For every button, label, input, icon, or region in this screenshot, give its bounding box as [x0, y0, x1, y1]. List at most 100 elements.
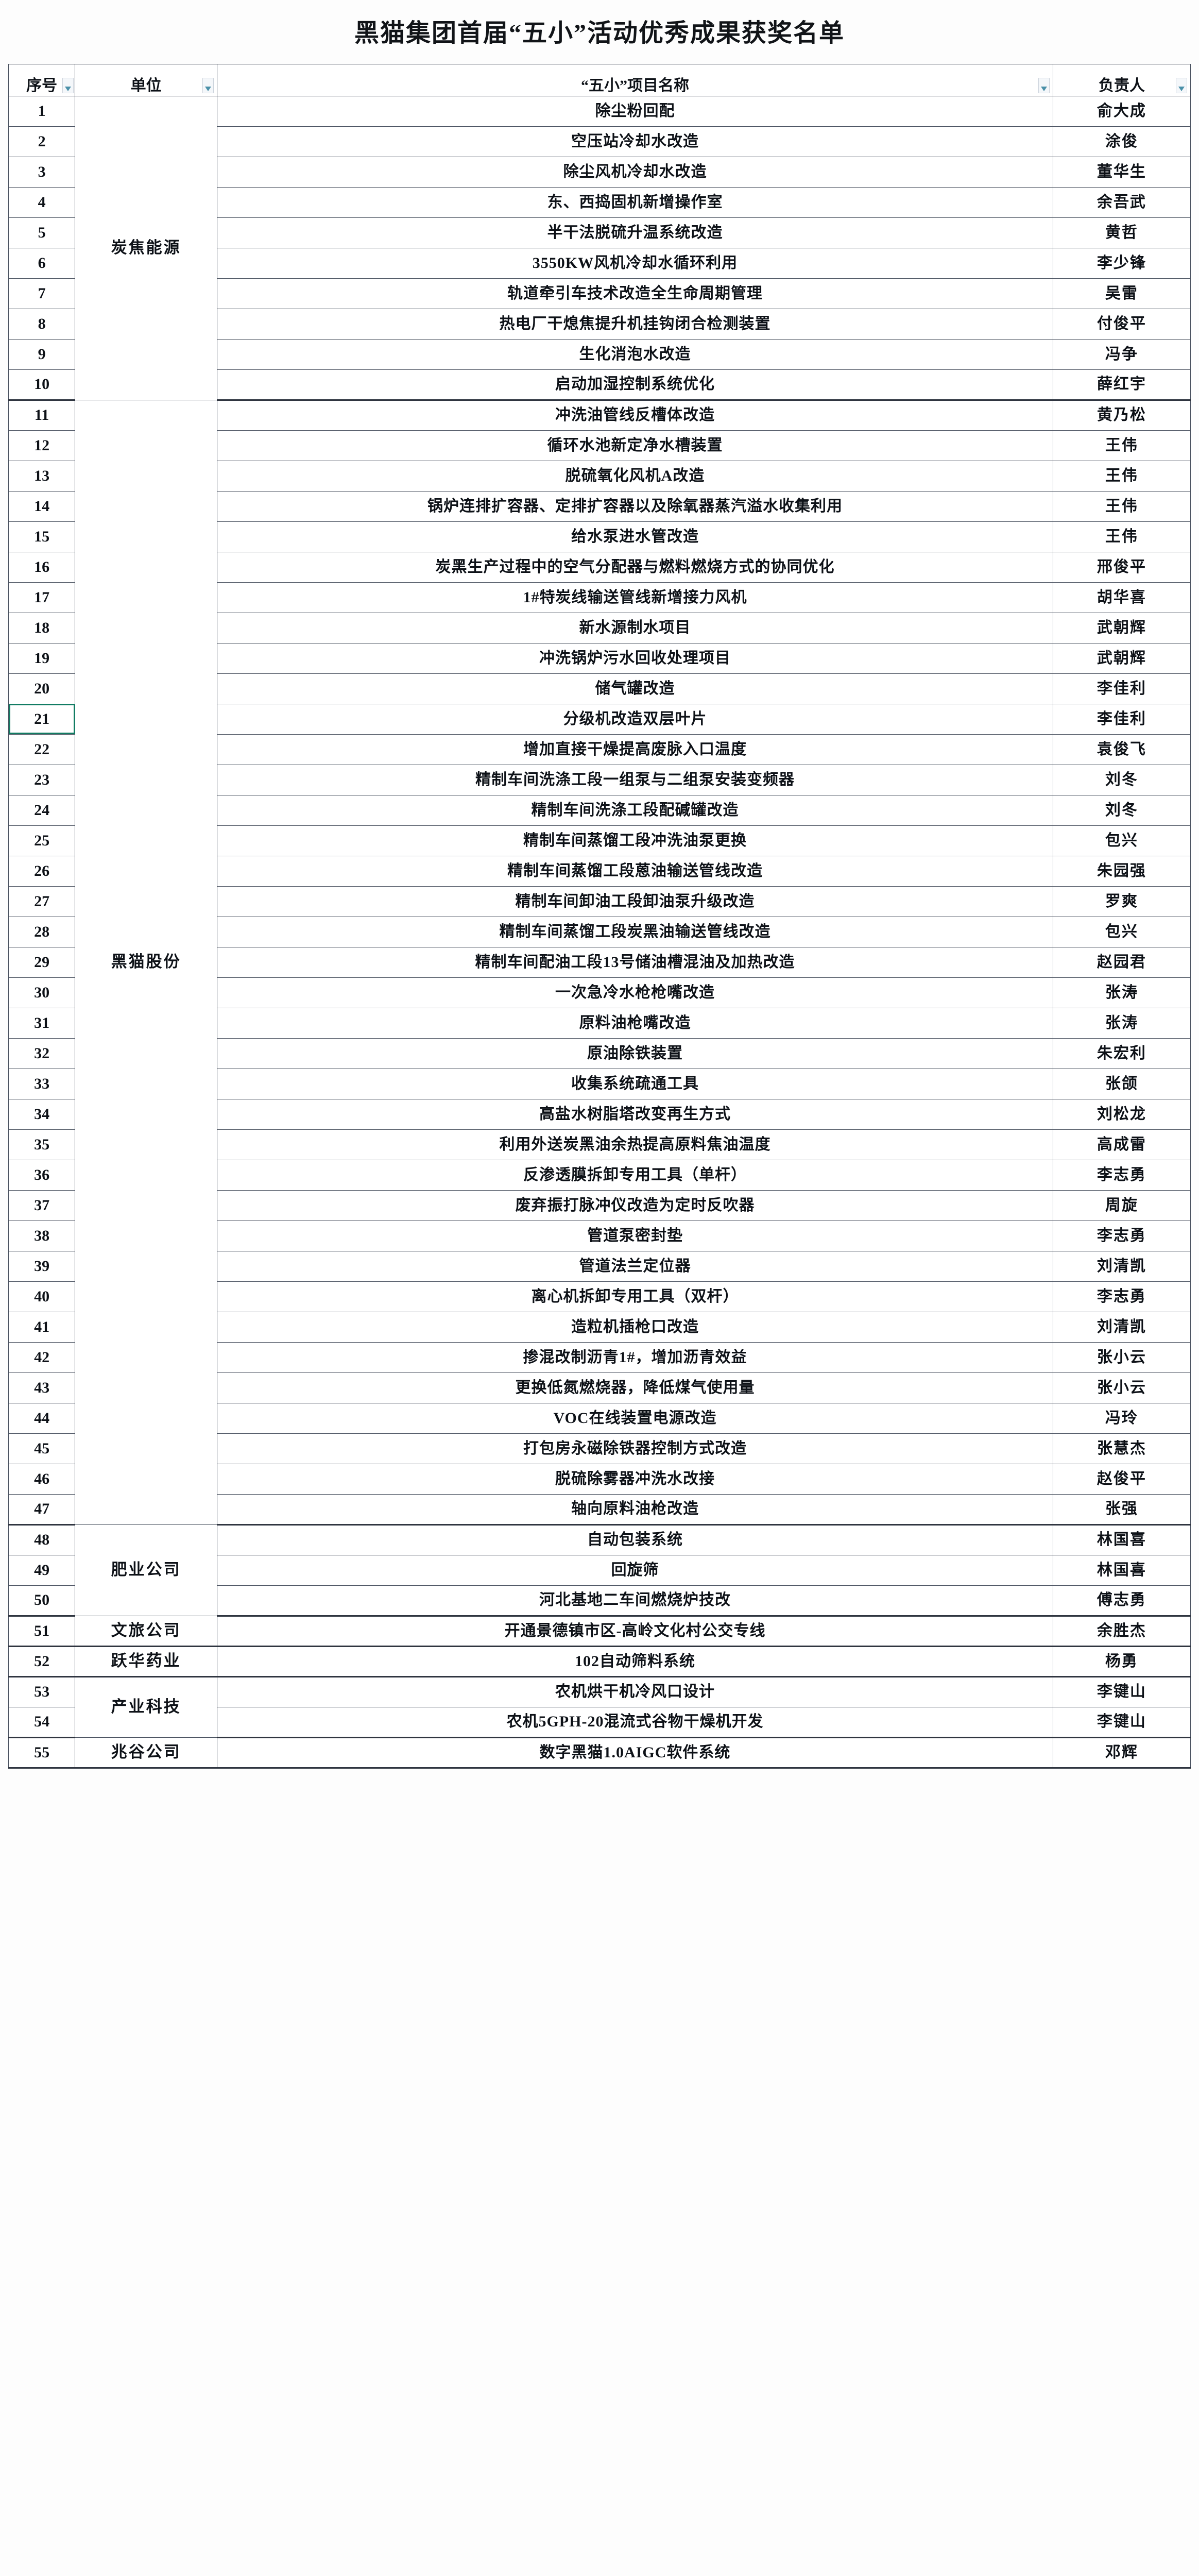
cell-seq[interactable]: 36 [8, 1159, 76, 1191]
column-header-owner[interactable]: 负责人 [1052, 63, 1191, 96]
cell-owner[interactable]: 张强 [1052, 1494, 1191, 1526]
cell-owner[interactable]: 冯玲 [1052, 1402, 1191, 1434]
cell-seq[interactable]: 16 [8, 551, 76, 583]
cell-project-name[interactable]: 1#特炭线输送管线新增接力风机 [217, 582, 1053, 613]
cell-seq[interactable]: 35 [8, 1129, 76, 1160]
cell-owner[interactable]: 刘冬 [1052, 794, 1191, 826]
cell-seq[interactable]: 11 [8, 399, 76, 431]
cell-project-name[interactable]: 精制车间洗涤工段一组泵与二组泵安装变频器 [217, 764, 1053, 795]
cell-seq[interactable]: 12 [8, 430, 76, 461]
cell-project-name[interactable]: 冲洗油管线反槽体改造 [217, 399, 1053, 431]
cell-seq[interactable]: 53 [8, 1676, 76, 1707]
column-header-unit[interactable]: 单位 [75, 63, 218, 96]
cell-seq[interactable]: 46 [8, 1463, 76, 1495]
cell-owner[interactable]: 李志勇 [1052, 1220, 1191, 1251]
cell-seq[interactable]: 9 [8, 338, 76, 370]
cell-owner[interactable]: 赵俊平 [1052, 1463, 1191, 1495]
cell-seq[interactable]: 3 [8, 156, 76, 188]
cell-unit[interactable]: 跃华药业 [75, 1646, 218, 1677]
cell-unit[interactable]: 黑猫股份 [75, 399, 218, 1525]
cell-seq[interactable]: 39 [8, 1250, 76, 1282]
cell-seq[interactable]: 29 [8, 946, 76, 978]
cell-owner[interactable]: 张小云 [1052, 1372, 1191, 1403]
cell-project-name[interactable]: 回旋筛 [217, 1554, 1053, 1586]
cell-owner[interactable]: 王伟 [1052, 521, 1191, 552]
cell-seq[interactable]: 6 [8, 247, 76, 279]
cell-seq[interactable]: 55 [8, 1737, 76, 1769]
cell-owner[interactable]: 李少锋 [1052, 247, 1191, 279]
cell-owner[interactable]: 包兴 [1052, 825, 1191, 856]
filter-dropdown-icon-unit[interactable] [202, 77, 214, 93]
cell-seq[interactable]: 15 [8, 521, 76, 552]
cell-seq[interactable]: 51 [8, 1615, 76, 1647]
cell-owner[interactable]: 张涛 [1052, 977, 1191, 1008]
filter-dropdown-icon-owner[interactable] [1176, 77, 1187, 93]
cell-owner[interactable]: 薛红宇 [1052, 369, 1191, 401]
cell-project-name[interactable]: 精制车间蒸馏工段冲洗油泵更换 [217, 825, 1053, 856]
cell-seq[interactable]: 54 [8, 1706, 76, 1738]
cell-owner[interactable]: 刘松龙 [1052, 1098, 1191, 1130]
cell-owner[interactable]: 刘清凯 [1052, 1311, 1191, 1343]
cell-seq[interactable]: 31 [8, 1007, 76, 1039]
cell-owner[interactable]: 林国喜 [1052, 1524, 1191, 1555]
cell-owner[interactable]: 张涛 [1052, 1007, 1191, 1039]
cell-owner[interactable]: 李志勇 [1052, 1281, 1191, 1312]
cell-project-name[interactable]: 轨道牵引车技术改造全生命周期管理 [217, 278, 1053, 309]
cell-owner[interactable]: 邢俊平 [1052, 551, 1191, 583]
cell-project-name[interactable]: 精制车间蒸馏工段蒽油输送管线改造 [217, 855, 1053, 887]
cell-owner[interactable]: 董华生 [1052, 156, 1191, 188]
cell-project-name[interactable]: 热电厂干熄焦提升机挂钩闭合检测装置 [217, 308, 1053, 340]
cell-seq[interactable]: 4 [8, 187, 76, 218]
cell-seq[interactable]: 30 [8, 977, 76, 1008]
cell-owner[interactable]: 张颌 [1052, 1068, 1191, 1099]
cell-project-name[interactable]: 打包房永磁除铁器控制方式改造 [217, 1433, 1053, 1464]
cell-project-name[interactable]: 农机5GPH-20混流式谷物干燥机开发 [217, 1706, 1053, 1738]
cell-project-name[interactable]: 增加直接干燥提高废脉入口温度 [217, 734, 1053, 765]
cell-project-name[interactable]: 利用外送炭黑油余热提高原料焦油温度 [217, 1129, 1053, 1160]
cell-seq[interactable]: 22 [8, 734, 76, 765]
cell-project-name[interactable]: 精制车间洗涤工段配碱罐改造 [217, 794, 1053, 826]
cell-project-name[interactable]: 102自动筛料系统 [217, 1646, 1053, 1677]
cell-seq[interactable]: 18 [8, 612, 76, 643]
cell-owner[interactable]: 俞大成 [1052, 95, 1191, 127]
cell-owner[interactable]: 王伟 [1052, 430, 1191, 461]
cell-project-name[interactable]: 精制车间卸油工段卸油泵升级改造 [217, 886, 1053, 917]
cell-project-name[interactable]: 废弃振打脉冲仪改造为定时反吹器 [217, 1190, 1053, 1221]
cell-owner[interactable]: 李键山 [1052, 1676, 1191, 1707]
cell-owner[interactable]: 高成雷 [1052, 1129, 1191, 1160]
cell-project-name[interactable]: 一次急冷水枪枪嘴改造 [217, 977, 1053, 1008]
cell-owner[interactable]: 李佳利 [1052, 703, 1191, 735]
cell-owner[interactable]: 武朝辉 [1052, 612, 1191, 643]
cell-seq[interactable]: 7 [8, 278, 76, 309]
cell-project-name[interactable]: 新水源制水项目 [217, 612, 1053, 643]
cell-project-name[interactable]: 锅炉连排扩容器、定排扩容器以及除氧器蒸汽溢水收集利用 [217, 490, 1053, 522]
cell-project-name[interactable]: 管道法兰定位器 [217, 1250, 1053, 1282]
cell-seq[interactable]: 43 [8, 1372, 76, 1403]
cell-owner[interactable]: 朱园强 [1052, 855, 1191, 887]
cell-project-name[interactable]: 高盐水树脂塔改变再生方式 [217, 1098, 1053, 1130]
cell-seq[interactable]: 27 [8, 886, 76, 917]
cell-project-name[interactable]: 原油除铁装置 [217, 1038, 1053, 1069]
cell-project-name[interactable]: 炭黑生产过程中的空气分配器与燃料燃烧方式的协同优化 [217, 551, 1053, 583]
cell-owner[interactable]: 邓辉 [1052, 1737, 1191, 1769]
cell-seq[interactable]: 2 [8, 126, 76, 157]
cell-project-name[interactable]: 数字黑猫1.0AIGC软件系统 [217, 1737, 1053, 1769]
cell-owner[interactable]: 朱宏利 [1052, 1038, 1191, 1069]
cell-owner[interactable]: 胡华喜 [1052, 582, 1191, 613]
cell-seq[interactable]: 50 [8, 1585, 76, 1617]
cell-owner[interactable]: 刘清凯 [1052, 1250, 1191, 1282]
cell-owner[interactable]: 余吾武 [1052, 187, 1191, 218]
cell-owner[interactable]: 李佳利 [1052, 673, 1191, 704]
cell-seq[interactable]: 49 [8, 1554, 76, 1586]
cell-seq[interactable]: 45 [8, 1433, 76, 1464]
column-header-project[interactable]: “五小”项目名称 [217, 63, 1053, 96]
cell-project-name[interactable]: 半干法脱硫升温系统改造 [217, 217, 1053, 248]
cell-owner[interactable]: 杨勇 [1052, 1646, 1191, 1677]
cell-project-name[interactable]: 农机烘干机冷风口设计 [217, 1676, 1053, 1707]
cell-project-name[interactable]: 河北基地二车间燃烧炉技改 [217, 1585, 1053, 1617]
cell-project-name[interactable]: 原料油枪嘴改造 [217, 1007, 1053, 1039]
cell-owner[interactable]: 傅志勇 [1052, 1585, 1191, 1617]
cell-seq[interactable]: 8 [8, 308, 76, 340]
cell-seq[interactable]: 1 [8, 95, 76, 127]
cell-project-name[interactable]: 掺混改制沥青1#，增加沥青效益 [217, 1342, 1053, 1373]
